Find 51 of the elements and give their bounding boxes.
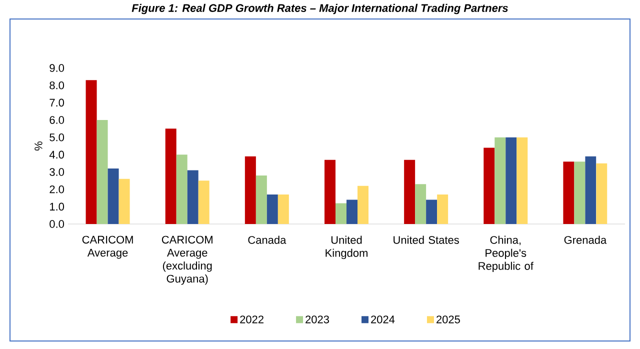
bar <box>324 160 336 224</box>
legend-label: 2024 <box>371 316 395 324</box>
x-tick-label: United Kingdom <box>326 236 368 260</box>
y-tick-label: 3.0 <box>50 168 64 176</box>
bar <box>563 162 574 224</box>
bar <box>244 156 256 224</box>
bar <box>165 128 176 224</box>
y-tick-label: 6.0 <box>50 116 64 124</box>
x-tick-label: Canada <box>248 236 286 244</box>
legend-label: 2022 <box>240 316 264 324</box>
y-tick-label: 4.0 <box>49 150 64 159</box>
bar <box>516 137 528 224</box>
y-axis-title: % <box>34 142 42 151</box>
bar <box>176 154 188 224</box>
x-tick-label: Grenada <box>564 236 607 244</box>
bar <box>118 178 130 224</box>
y-tick-label: 9.0 <box>50 64 64 72</box>
bar <box>585 156 596 224</box>
y-tick-label: 0.0 <box>50 220 64 228</box>
x-tick-label: CARICOM Average <box>82 236 133 259</box>
bar <box>278 194 289 224</box>
x-tick-label: United States <box>394 236 459 244</box>
bar <box>484 148 495 224</box>
y-tick-label: 5.0 <box>50 133 64 142</box>
y-tick-label: 1.0 <box>50 202 64 211</box>
y-tick-label: 7.0 <box>50 98 64 107</box>
bar <box>198 180 210 224</box>
bar <box>494 137 506 224</box>
bar <box>596 163 608 224</box>
legend-label: 2023 <box>306 316 330 324</box>
bar <box>96 120 108 224</box>
x-tick-label: China, People's Republic of <box>478 236 534 272</box>
bar <box>346 200 358 224</box>
chart-title: Figure 1: Real GDP Growth Rates – Major International Trading Partners <box>132 4 508 14</box>
bar <box>86 80 97 224</box>
legend-label: 2025 <box>436 316 460 324</box>
bar <box>187 170 198 224</box>
bar <box>358 186 368 224</box>
bar <box>404 160 416 224</box>
bar <box>256 175 267 224</box>
y-tick-label: 8.0 <box>50 81 64 90</box>
bar <box>574 162 586 224</box>
bar <box>437 194 448 224</box>
x-tick-label: CARICOM Average (excluding Guyana) <box>162 236 212 285</box>
bar <box>108 168 119 224</box>
bar <box>336 203 346 224</box>
bar <box>426 200 438 224</box>
bar <box>415 184 426 224</box>
y-tick-label: 2.0 <box>50 185 64 194</box>
bar <box>266 194 278 224</box>
bar <box>506 137 517 224</box>
